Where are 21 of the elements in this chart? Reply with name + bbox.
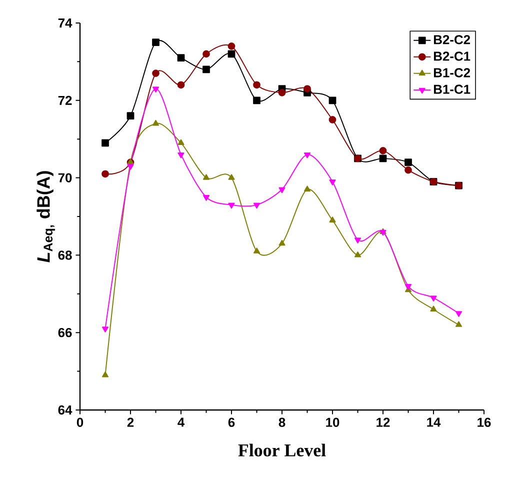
y-tick-label: 70 bbox=[58, 173, 72, 182]
x-tick-label: 4 bbox=[178, 418, 185, 427]
y-tick-label: 64 bbox=[58, 405, 72, 415]
legend-label: B1-C1 bbox=[434, 84, 470, 94]
legend-label: B1-C2 bbox=[434, 68, 470, 78]
x-tick-label: 14 bbox=[427, 418, 441, 427]
y-tick-label: 72 bbox=[58, 96, 72, 105]
x-tick-label: 2 bbox=[127, 418, 134, 427]
x-tick-label: 10 bbox=[326, 418, 340, 427]
x-axis-title: Floor Level bbox=[238, 444, 326, 456]
x-tick-label: 0 bbox=[76, 418, 84, 427]
y-tick-label: 74 bbox=[58, 18, 72, 28]
x-tick-label: 12 bbox=[376, 418, 390, 427]
y-tick-label: 66 bbox=[58, 328, 72, 338]
legend-label: B2-C1 bbox=[434, 52, 470, 61]
x-tick-label: 6 bbox=[228, 418, 235, 427]
y-tick-label: 68 bbox=[58, 250, 72, 260]
x-tick-label: 8 bbox=[278, 418, 286, 427]
y-axis-title: L$_{Aeq,}$ dB(A) bbox=[36, 171, 55, 262]
x-tick-label: 16 bbox=[478, 418, 491, 427]
legend-label: B2-C2 bbox=[434, 35, 470, 44]
